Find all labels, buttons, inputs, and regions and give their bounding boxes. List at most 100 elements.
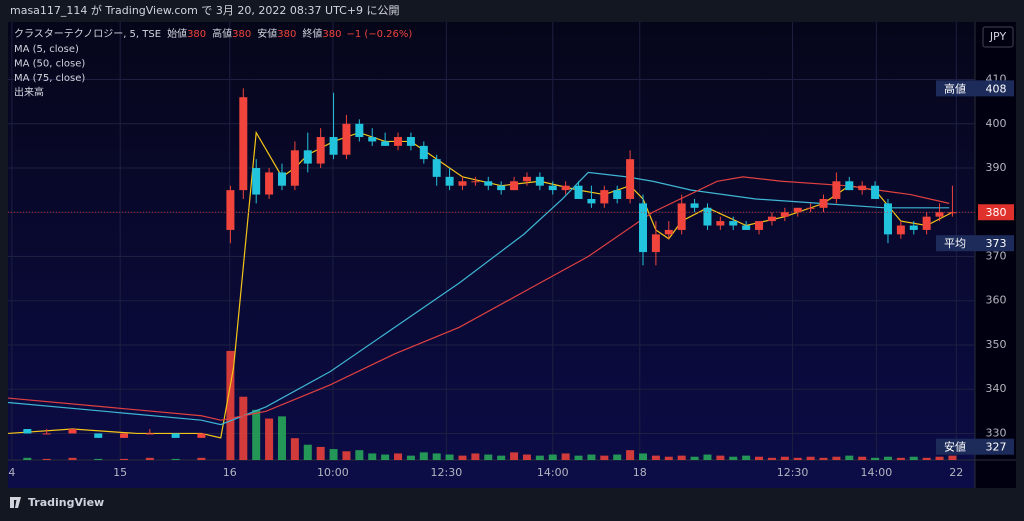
volume-bar xyxy=(832,456,841,460)
candle-body xyxy=(638,203,647,253)
volume-bar xyxy=(277,416,286,460)
volume-bar xyxy=(368,453,377,460)
candle-body xyxy=(677,203,686,230)
volume-bar xyxy=(613,454,622,460)
candle-body xyxy=(368,137,377,142)
candle-body xyxy=(574,185,583,199)
candle-body xyxy=(755,221,764,230)
volume-bar xyxy=(458,455,467,460)
legend-study: 出来高 xyxy=(14,86,44,99)
plot-bg xyxy=(8,22,975,488)
candle-body xyxy=(239,97,248,191)
candle-body xyxy=(471,181,480,183)
x-tick-label: 22 xyxy=(949,466,963,479)
volume-bar xyxy=(68,457,77,460)
candle-body xyxy=(858,185,867,191)
candle-body xyxy=(419,145,428,160)
x-tick-label: 14:00 xyxy=(537,466,569,479)
x-tick-label: 14:00 xyxy=(861,466,893,479)
y-tick-label: 340 xyxy=(986,382,1007,395)
badge-label: 安値 xyxy=(944,440,966,454)
y-tick-label: 370 xyxy=(986,249,1007,262)
legend-study: MA (50, close) xyxy=(14,59,85,70)
badge-label: 高値 xyxy=(944,81,966,95)
volume-bar xyxy=(432,453,441,460)
candle-body xyxy=(277,172,286,186)
candle-body xyxy=(548,185,557,191)
y-tick-label: 330 xyxy=(986,426,1007,439)
volume-bar xyxy=(651,455,660,460)
volume-bar xyxy=(742,455,751,460)
volume-bar xyxy=(871,457,880,460)
x-tick-label: 12:30 xyxy=(431,466,463,479)
ma-line xyxy=(7,171,950,426)
legend-line: クラスターテクノロジー, 5, TSE 始値380 高値380 安値380 終値380−… xyxy=(14,27,412,40)
volume-bar xyxy=(145,457,154,460)
candle-body xyxy=(587,198,596,204)
candle-body xyxy=(613,190,622,199)
volume-bar xyxy=(23,457,32,460)
candle-body xyxy=(355,123,364,138)
legend-change: −1 (−0.26%) xyxy=(346,29,412,40)
axis-bg xyxy=(975,22,1016,488)
candle-body xyxy=(445,176,454,186)
candle-body xyxy=(381,141,390,146)
volume-bar xyxy=(510,452,519,460)
volume-bar xyxy=(561,453,570,460)
legend-ohlc-value: 380 xyxy=(187,29,206,40)
volume-bar xyxy=(638,453,647,460)
volume-bar xyxy=(690,456,699,460)
volume-bar xyxy=(664,456,673,460)
volume-bar xyxy=(883,456,892,460)
candle-body xyxy=(197,433,206,438)
candle-body xyxy=(42,433,51,435)
candle-body xyxy=(871,185,880,199)
y-tick-label: 360 xyxy=(986,294,1007,307)
candle-body xyxy=(922,216,931,230)
candle-body xyxy=(329,137,338,155)
volume-bar xyxy=(252,409,261,460)
volume-bar xyxy=(497,455,506,460)
candle-body xyxy=(458,181,467,186)
volume-bar xyxy=(316,446,325,460)
candle-body xyxy=(819,198,828,208)
header-text: masa117_114 が TradingView.com で 3月 20, 2… xyxy=(10,3,400,17)
volume-bar xyxy=(535,455,544,460)
candle-body xyxy=(626,159,635,199)
volume-bar xyxy=(703,454,712,460)
volume-bar xyxy=(548,454,557,460)
x-tick-label: 4 xyxy=(8,466,15,479)
candle-body xyxy=(690,203,699,208)
volume-bar xyxy=(909,456,918,460)
candle-body xyxy=(651,234,660,253)
badge-value: 408 xyxy=(986,82,1007,95)
volume-bar xyxy=(394,453,403,460)
volume-bar xyxy=(896,457,905,460)
brand: TradingView xyxy=(28,496,104,509)
candle-body xyxy=(484,181,493,186)
candle-body xyxy=(265,172,274,195)
x-tick-label: 16 xyxy=(223,466,237,479)
volume-bar xyxy=(729,456,738,460)
ma-line xyxy=(7,176,950,421)
volume-bar xyxy=(858,456,867,460)
volume-bar xyxy=(471,453,480,460)
volume-bar xyxy=(806,456,815,460)
candle-body xyxy=(600,190,609,204)
price-badge xyxy=(936,80,1014,97)
candle-body xyxy=(909,225,918,230)
candle-body xyxy=(561,185,570,191)
volume-bar xyxy=(303,444,312,460)
candle-body xyxy=(510,181,519,191)
currency: JPY xyxy=(989,30,1007,43)
candle-body xyxy=(845,181,854,191)
candle-body xyxy=(120,433,129,438)
volume-bar xyxy=(226,350,235,460)
volume-bar xyxy=(716,455,725,460)
volume-bar xyxy=(342,451,351,460)
price-badge xyxy=(936,438,1014,455)
legend-ohlc-value: 380 xyxy=(232,29,251,40)
candle-body xyxy=(948,212,957,214)
volume-bar xyxy=(42,458,51,460)
